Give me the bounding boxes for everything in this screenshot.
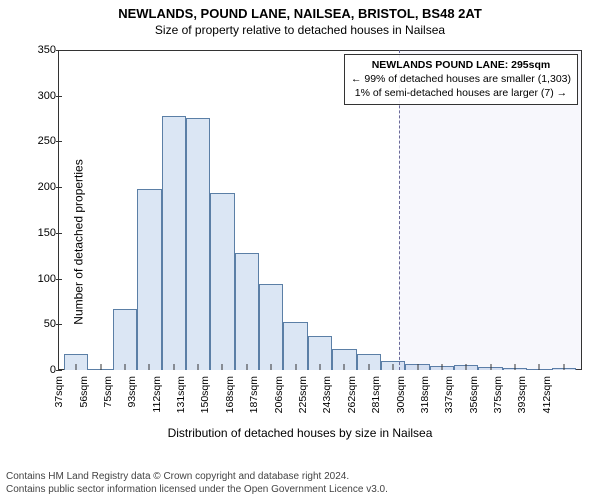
plot-area: 050100150200250300350 NEWLANDS POUND LAN…	[58, 50, 582, 370]
x-tick-mark	[466, 364, 467, 370]
page-title: NEWLANDS, POUND LANE, NAILSEA, BRISTOL, …	[0, 0, 600, 21]
y-tick-label: 150	[18, 227, 56, 239]
y-tick-label: 300	[18, 90, 56, 102]
x-tick-mark	[417, 364, 418, 370]
page-subtitle: Size of property relative to detached ho…	[0, 21, 600, 37]
histogram-bar	[210, 193, 234, 370]
annotation-title: NEWLANDS POUND LANE: 295sqm	[351, 58, 571, 72]
x-tick-mark	[515, 364, 516, 370]
x-tick-mark	[539, 364, 540, 370]
histogram-bar	[162, 116, 186, 370]
x-axis-label: Distribution of detached houses by size …	[0, 426, 600, 440]
y-tick-label: 50	[18, 318, 56, 330]
x-tick-mark	[344, 364, 345, 370]
y-tick-label: 0	[18, 364, 56, 376]
x-tick-mark	[271, 364, 272, 370]
annotation-smaller: ← 99% of detached houses are smaller (1,…	[351, 72, 571, 86]
y-ticks: 050100150200250300350	[18, 50, 56, 370]
y-tick-label: 350	[18, 44, 56, 56]
x-tick-mark	[246, 364, 247, 370]
histogram-bar	[259, 284, 283, 370]
footer-line-1: Contains HM Land Registry data © Crown c…	[6, 470, 388, 483]
y-tick-label: 250	[18, 135, 56, 147]
histogram-bar	[113, 309, 137, 370]
x-tick-mark	[320, 364, 321, 370]
x-tick-label: 412sqm	[541, 376, 587, 413]
annotation-box: NEWLANDS POUND LANE: 295sqm ← 99% of det…	[344, 54, 578, 105]
x-tick-mark	[563, 364, 564, 370]
footer-credits: Contains HM Land Registry data © Crown c…	[6, 470, 388, 496]
x-tick-mark	[124, 364, 125, 370]
x-tick-mark	[173, 364, 174, 370]
annotation-larger: 1% of semi-detached houses are larger (7…	[351, 86, 571, 100]
x-tick-mark	[100, 364, 101, 370]
y-tick-label: 100	[18, 273, 56, 285]
histogram-bar	[283, 322, 307, 370]
x-tick-mark	[198, 364, 199, 370]
x-tick-mark	[149, 364, 150, 370]
x-tick-mark	[441, 364, 442, 370]
histogram-bar	[186, 118, 210, 370]
x-tick-mark	[368, 364, 369, 370]
x-tick-mark	[490, 364, 491, 370]
x-tick-mark	[295, 364, 296, 370]
x-tick-mark	[76, 364, 77, 370]
histogram-bar	[235, 253, 259, 370]
x-ticks: 37sqm56sqm75sqm93sqm112sqm131sqm150sqm16…	[58, 370, 582, 422]
x-tick-mark	[393, 364, 394, 370]
chart-container: Number of detached properties 0501001502…	[0, 42, 600, 442]
footer-line-2: Contains public sector information licen…	[6, 483, 388, 496]
x-tick-mark	[222, 364, 223, 370]
histogram-bar	[137, 189, 161, 370]
y-tick-label: 200	[18, 181, 56, 193]
